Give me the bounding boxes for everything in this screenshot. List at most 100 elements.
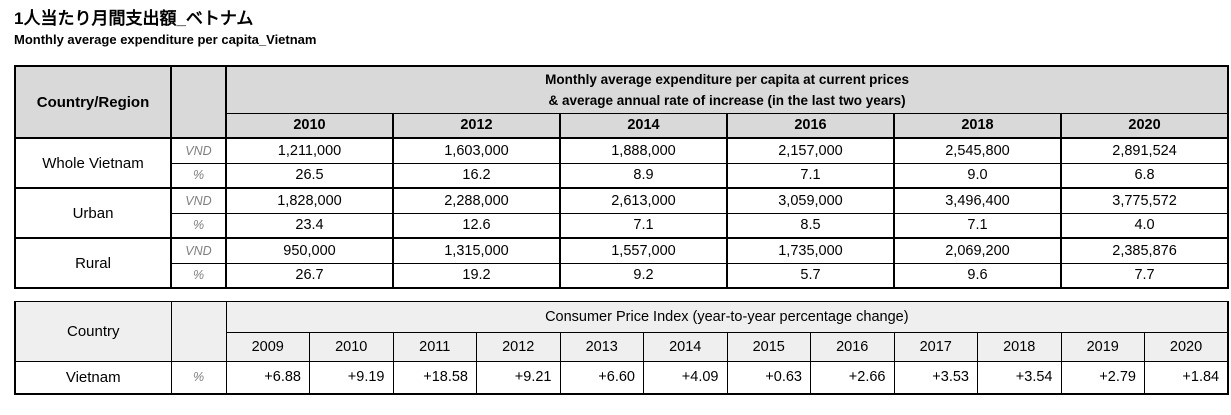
year-header: 2020 — [1059, 112, 1230, 139]
cpi-table: Country Consumer Price Index (year-to-ye… — [14, 301, 1230, 395]
vnd-value: 1,211,000 — [225, 137, 394, 164]
expenditure-title-line2: & average annual rate of increase (in th… — [548, 92, 906, 108]
table-row-urban-vnd: Urban VND 1,828,000 2,288,000 2,613,000 … — [14, 187, 1230, 239]
cpi-value: +9.19 — [309, 361, 394, 395]
pct-value: 7.1 — [559, 212, 728, 239]
country-label: Vietnam — [14, 361, 172, 395]
unit-pct-label: % — [170, 262, 227, 289]
vnd-value: 2,157,000 — [726, 137, 895, 164]
vnd-value: 1,603,000 — [392, 137, 561, 164]
pct-value: 6.8 — [1059, 162, 1230, 189]
cpi-value: +9.21 — [476, 361, 561, 395]
cpi-unit-header — [170, 301, 227, 362]
cpi-value: +1.84 — [1144, 361, 1229, 395]
year-header: 2010 — [309, 332, 394, 362]
table-row-urban-pct: % 23.4 12.6 7.1 8.5 7.1 4.0 — [15, 212, 1230, 239]
region-label: Urban — [14, 187, 172, 239]
pct-value: 26.7 — [225, 262, 394, 289]
pct-value: 26.5 — [225, 162, 394, 189]
pct-value: 12.6 — [392, 212, 561, 239]
pct-value: 4.0 — [1059, 212, 1230, 239]
year-header: 2014 — [643, 332, 728, 362]
expenditure-corner-header: Country/Region — [14, 65, 172, 139]
pct-value: 23.4 — [225, 212, 394, 239]
vnd-value: 2,069,200 — [893, 237, 1062, 264]
unit-pct-label: % — [170, 212, 227, 239]
cpi-value: +2.66 — [810, 361, 895, 395]
cpi-table-title: Consumer Price Index (year-to-year perce… — [225, 301, 1229, 333]
year-header: 2016 — [726, 112, 895, 139]
cpi-header-row: Country Consumer Price Index (year-to-ye… — [14, 301, 1229, 362]
vnd-value: 1,315,000 — [392, 237, 561, 264]
cpi-value: +4.09 — [643, 361, 728, 395]
cpi-value: +2.79 — [1060, 361, 1145, 395]
vnd-value: 950,000 — [225, 237, 394, 264]
expenditure-table-title: Monthly average expenditure per capita a… — [224, 65, 1230, 114]
expenditure-header-row: Country/Region Monthly average expenditu… — [14, 65, 1230, 139]
year-header: 2018 — [977, 332, 1062, 362]
unit-pct-label: % — [170, 361, 227, 395]
pct-value: 7.7 — [1059, 262, 1230, 289]
vnd-value: 1,828,000 — [225, 187, 394, 214]
unit-vnd-label: VND — [170, 137, 227, 164]
year-header: 2011 — [392, 332, 477, 362]
cpi-value: +3.53 — [893, 361, 978, 395]
cpi-value: +6.88 — [225, 361, 310, 395]
expenditure-year-row: 2010 2012 2014 2016 2018 2020 — [15, 112, 1230, 139]
expenditure-unit-header — [170, 65, 227, 139]
year-header: 2012 — [392, 112, 561, 139]
year-header: 2020 — [1144, 332, 1229, 362]
year-header: 2012 — [476, 332, 561, 362]
year-header: 2014 — [559, 112, 728, 139]
pct-value: 7.1 — [726, 162, 895, 189]
vnd-value: 3,059,000 — [726, 187, 895, 214]
table-row-whole-vietnam-vnd: Whole Vietnam VND 1,211,000 1,603,000 1,… — [14, 137, 1230, 189]
cpi-corner-header: Country — [14, 301, 172, 362]
vnd-value: 1,888,000 — [559, 137, 728, 164]
year-header: 2019 — [1060, 332, 1145, 362]
year-header: 2017 — [893, 332, 978, 362]
expenditure-title-line1: Monthly average expenditure per capita a… — [545, 71, 909, 87]
page-title-english: Monthly average expenditure per capita_V… — [14, 32, 317, 47]
vnd-value: 2,288,000 — [392, 187, 561, 214]
pct-value: 8.5 — [726, 212, 895, 239]
pct-value: 9.2 — [559, 262, 728, 289]
pct-value: 19.2 — [392, 262, 561, 289]
year-header: 2010 — [225, 112, 394, 139]
table-row-vietnam-cpi: Vietnam % +6.88 +9.19 +18.58 +9.21 +6.60… — [14, 361, 1229, 395]
pct-value: 9.6 — [893, 262, 1062, 289]
year-header: 2009 — [225, 332, 310, 362]
cpi-value: +18.58 — [392, 361, 477, 395]
vnd-value: 2,891,524 — [1059, 137, 1230, 164]
expenditure-table: Country/Region Monthly average expenditu… — [14, 65, 1230, 289]
vnd-value: 2,613,000 — [559, 187, 728, 214]
cpi-value: +0.63 — [726, 361, 811, 395]
vnd-value: 3,775,572 — [1059, 187, 1230, 214]
vnd-value: 3,496,400 — [893, 187, 1062, 214]
region-label: Whole Vietnam — [14, 137, 172, 189]
page-title-japanese: 1人当たり月間支出額_ベトナム — [14, 9, 254, 28]
pct-value: 5.7 — [726, 262, 895, 289]
pct-value: 7.1 — [893, 212, 1062, 239]
table-row-whole-vietnam-pct: % 26.5 16.2 8.9 7.1 9.0 6.8 — [15, 162, 1230, 189]
table-row-rural-pct: % 26.7 19.2 9.2 5.7 9.6 7.7 — [15, 262, 1230, 289]
region-label: Rural — [14, 237, 172, 289]
unit-pct-label: % — [170, 162, 227, 189]
year-header: 2013 — [559, 332, 644, 362]
year-header: 2015 — [726, 332, 811, 362]
cpi-year-row: 2009 2010 2011 2012 2013 2014 2015 2016 … — [15, 332, 1229, 362]
pct-value: 16.2 — [392, 162, 561, 189]
vnd-value: 1,735,000 — [726, 237, 895, 264]
unit-vnd-label: VND — [170, 187, 227, 214]
vnd-value: 2,385,876 — [1059, 237, 1230, 264]
unit-vnd-label: VND — [170, 237, 227, 264]
year-header: 2016 — [810, 332, 895, 362]
cpi-value: +6.60 — [559, 361, 644, 395]
pct-value: 9.0 — [893, 162, 1062, 189]
pct-value: 8.9 — [559, 162, 728, 189]
cpi-value: +3.54 — [977, 361, 1062, 395]
year-header: 2018 — [893, 112, 1062, 139]
table-row-rural-vnd: Rural VND 950,000 1,315,000 1,557,000 1,… — [14, 237, 1230, 289]
vnd-value: 2,545,800 — [893, 137, 1062, 164]
vnd-value: 1,557,000 — [559, 237, 728, 264]
